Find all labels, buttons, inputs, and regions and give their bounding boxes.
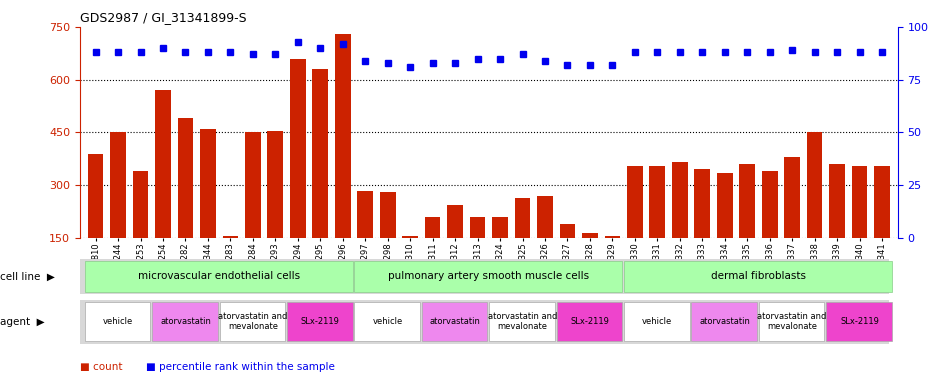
Text: pulmonary artery smooth muscle cells: pulmonary artery smooth muscle cells <box>388 271 589 281</box>
Bar <box>739 164 755 238</box>
Bar <box>357 190 373 238</box>
Text: SLx-2119: SLx-2119 <box>301 317 339 326</box>
Text: vehicle: vehicle <box>372 317 403 326</box>
Bar <box>200 129 216 238</box>
Bar <box>335 34 351 238</box>
Bar <box>402 236 418 238</box>
Bar <box>826 302 892 341</box>
Bar <box>290 59 306 238</box>
Bar <box>759 302 824 341</box>
Bar <box>761 171 777 238</box>
Bar <box>695 169 710 238</box>
Bar <box>245 132 260 238</box>
Bar <box>514 198 530 238</box>
Bar <box>223 236 239 238</box>
Bar <box>155 90 171 238</box>
Bar <box>537 196 553 238</box>
Text: dermal fibroblasts: dermal fibroblasts <box>711 271 806 281</box>
Text: GDS2987 / GI_31341899-S: GDS2987 / GI_31341899-S <box>80 11 246 24</box>
Bar <box>354 261 622 292</box>
Bar <box>220 302 285 341</box>
Bar <box>624 261 892 292</box>
Bar <box>85 261 352 292</box>
Bar <box>829 164 845 238</box>
Text: cell line  ▶: cell line ▶ <box>0 271 55 281</box>
Bar <box>447 205 463 238</box>
Bar <box>807 132 822 238</box>
Text: atorvastatin: atorvastatin <box>699 317 750 326</box>
Bar <box>422 302 488 341</box>
Text: vehicle: vehicle <box>103 317 133 326</box>
Bar <box>624 302 690 341</box>
Bar <box>489 302 555 341</box>
Bar <box>152 302 218 341</box>
Bar <box>650 166 666 238</box>
Bar <box>874 166 890 238</box>
Text: ■ count: ■ count <box>80 362 122 372</box>
Bar <box>692 302 757 341</box>
Text: atorvastatin and
mevalonate: atorvastatin and mevalonate <box>758 312 827 331</box>
Bar <box>784 157 800 238</box>
Text: ■ percentile rank within the sample: ■ percentile rank within the sample <box>146 362 335 372</box>
Text: atorvastatin: atorvastatin <box>160 317 211 326</box>
Text: atorvastatin and
mevalonate: atorvastatin and mevalonate <box>488 312 557 331</box>
Text: vehicle: vehicle <box>642 317 672 326</box>
Bar <box>85 302 150 341</box>
Bar <box>312 69 328 238</box>
Bar <box>852 166 868 238</box>
Text: SLx-2119: SLx-2119 <box>840 317 879 326</box>
Bar <box>425 217 441 238</box>
Bar <box>380 192 396 238</box>
Bar <box>110 132 126 238</box>
Bar <box>717 173 732 238</box>
Bar <box>287 302 352 341</box>
Text: atorvastatin: atorvastatin <box>430 317 480 326</box>
Bar <box>604 236 620 238</box>
Bar <box>87 154 103 238</box>
Bar <box>556 302 622 341</box>
Bar <box>582 233 598 238</box>
Bar <box>493 217 508 238</box>
Text: atorvastatin and
mevalonate: atorvastatin and mevalonate <box>218 312 288 331</box>
Bar <box>672 162 688 238</box>
Bar <box>354 302 420 341</box>
Bar <box>627 166 643 238</box>
Text: microvascular endothelial cells: microvascular endothelial cells <box>138 271 300 281</box>
Bar <box>559 224 575 238</box>
Bar <box>268 131 283 238</box>
Text: SLx-2119: SLx-2119 <box>571 317 609 326</box>
Bar <box>133 171 149 238</box>
Bar <box>470 217 485 238</box>
Text: agent  ▶: agent ▶ <box>0 316 44 327</box>
Bar <box>178 118 194 238</box>
